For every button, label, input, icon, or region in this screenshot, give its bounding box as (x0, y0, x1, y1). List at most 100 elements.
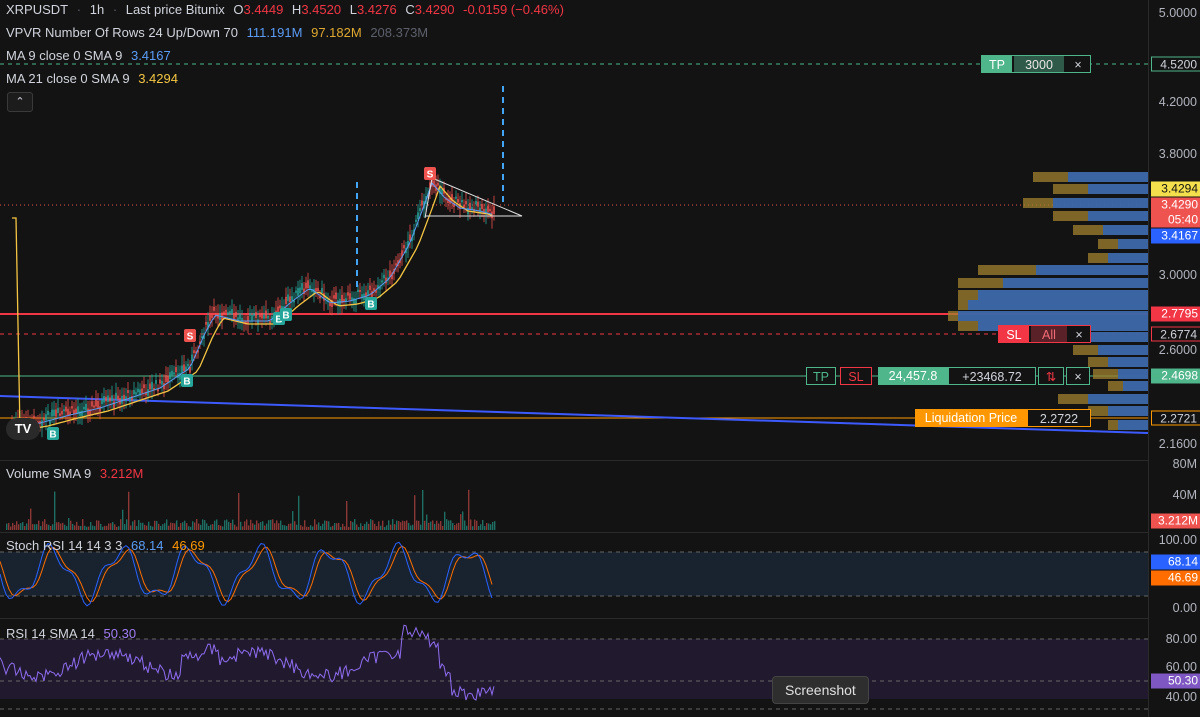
sl-order-chip[interactable]: SL All × (998, 325, 1091, 343)
tp-order-chip[interactable]: TP 3000 × (981, 55, 1091, 73)
volume-bar (22, 522, 24, 530)
vpvr-up-bar (1003, 278, 1148, 288)
volume-bar (90, 521, 92, 530)
volume-bar (276, 520, 278, 530)
candle-body (317, 287, 319, 292)
volume-bar (358, 526, 360, 530)
ma21-price-tag: 3.4294 (1151, 181, 1200, 197)
vpvr-up-bar (1088, 394, 1148, 404)
volume-legend[interactable]: Volume SMA 9 3.212M (6, 466, 148, 481)
volume-bar (270, 519, 272, 530)
candle-body (189, 366, 191, 373)
volume-bar (456, 523, 458, 530)
volume-bar (28, 519, 30, 530)
candle-body (121, 395, 123, 404)
vpvr-label: VPVR Number Of Rows 24 Up/Down 70 (6, 25, 238, 40)
volume-bar (448, 520, 450, 530)
volume-bar (244, 521, 246, 530)
candle-body (163, 383, 165, 390)
stoch-rsi-pane[interactable]: Stoch RSI 14 14 3 3 68.14 46.69 (0, 532, 1148, 618)
rsi-pane[interactable]: RSI 14 SMA 14 50.30 Screenshot (0, 618, 1148, 717)
volume-bar (94, 526, 96, 530)
volume-bar (320, 526, 322, 530)
tp-close-icon[interactable]: × (1074, 58, 1082, 72)
pane-separator[interactable] (0, 532, 1200, 533)
liquidation-chip[interactable]: Liquidation Price 2.2722 (915, 409, 1091, 427)
volume-bar (158, 523, 160, 530)
volume-bar (178, 526, 180, 530)
candle-body (477, 201, 479, 207)
volume-bar (420, 524, 422, 530)
candle-body (197, 350, 199, 353)
volume-bar (278, 523, 280, 530)
candle-body (131, 396, 133, 401)
candle-body (289, 296, 291, 303)
ma21-legend[interactable]: MA 21 close 0 SMA 9 3.4294 (6, 71, 183, 86)
reverse-position-icon[interactable]: ⇅ (1038, 367, 1064, 385)
candle-body (321, 288, 323, 293)
volume-bar (124, 524, 126, 530)
collapse-legend-button[interactable]: ⌃ (7, 92, 33, 112)
volume-pane[interactable]: Volume SMA 9 3.212M (0, 460, 1148, 532)
volume-bar (160, 526, 162, 530)
stoch-legend[interactable]: Stoch RSI 14 14 3 3 68.14 46.69 (6, 538, 210, 553)
volume-bar (192, 521, 194, 530)
pane-separator[interactable] (0, 460, 1200, 461)
volume-bar (304, 520, 306, 530)
volume-bar (144, 524, 146, 530)
position-tp-button[interactable]: TP (806, 367, 836, 385)
vpvr-up-bar (958, 311, 1148, 321)
volume-bar (450, 520, 452, 530)
triangle-pattern (424, 177, 523, 219)
buy-marker-label: B (367, 300, 374, 311)
vpvr-legend[interactable]: VPVR Number Of Rows 24 Up/Down 70 111.19… (6, 25, 433, 40)
volume-bar (378, 521, 380, 530)
h-label: H (291, 2, 302, 17)
candle-body (161, 380, 163, 385)
ma21-value: 3.4294 (138, 71, 178, 86)
position-quantity: 24,457.8 (878, 367, 948, 385)
volume-bar (356, 524, 358, 530)
sell-marker-label: S (187, 332, 194, 343)
volume-bar (464, 520, 466, 530)
position-sl-button[interactable]: SL (840, 367, 872, 385)
pane-separator[interactable] (0, 618, 1200, 619)
candle-body (183, 364, 185, 372)
volume-bar (122, 509, 124, 530)
volume-bar (214, 520, 216, 530)
candle-body (227, 312, 229, 315)
candle-body (141, 388, 143, 394)
symbol-name[interactable]: XRPUSDT (6, 2, 69, 17)
candle-body (417, 212, 419, 220)
candle-body (145, 391, 147, 395)
close-position-icon[interactable]: × (1066, 367, 1090, 385)
interval[interactable]: 1h (89, 2, 105, 17)
candle-body (133, 390, 135, 395)
price-axis[interactable]: 5.0000 4.2000 3.8000 3.0000 2.6000 2.160… (1148, 0, 1200, 717)
volume-bar (10, 526, 12, 530)
candle-body (191, 354, 193, 361)
volume-bar (298, 495, 300, 530)
volume-bar (200, 524, 202, 530)
ma9-price-tag: 3.4167 (1151, 228, 1200, 244)
rsi-line (0, 624, 495, 701)
tradingview-logo[interactable]: TV (6, 418, 40, 440)
volume-bar (174, 523, 176, 530)
volume-bar (472, 526, 474, 530)
candle-body (83, 406, 85, 410)
volume-bar (50, 525, 52, 530)
ma9-legend[interactable]: MA 9 close 0 SMA 9 3.4167 (6, 48, 176, 63)
volume-bar (272, 519, 274, 530)
candle-body (143, 384, 145, 389)
volume-bar (96, 520, 98, 530)
volume-bar (172, 523, 174, 530)
tp-quantity[interactable]: 3000 (1014, 56, 1064, 72)
ma9-label: MA 9 close 0 SMA 9 (6, 48, 123, 63)
rsi-legend[interactable]: RSI 14 SMA 14 50.30 (6, 626, 141, 641)
sl-close-icon[interactable]: × (1075, 328, 1083, 342)
sl-quantity[interactable]: All (1031, 326, 1067, 342)
position-chip[interactable]: TP SL 24,457.8 +23468.72 ⇅ × (806, 367, 1091, 385)
candle-body (279, 305, 281, 309)
